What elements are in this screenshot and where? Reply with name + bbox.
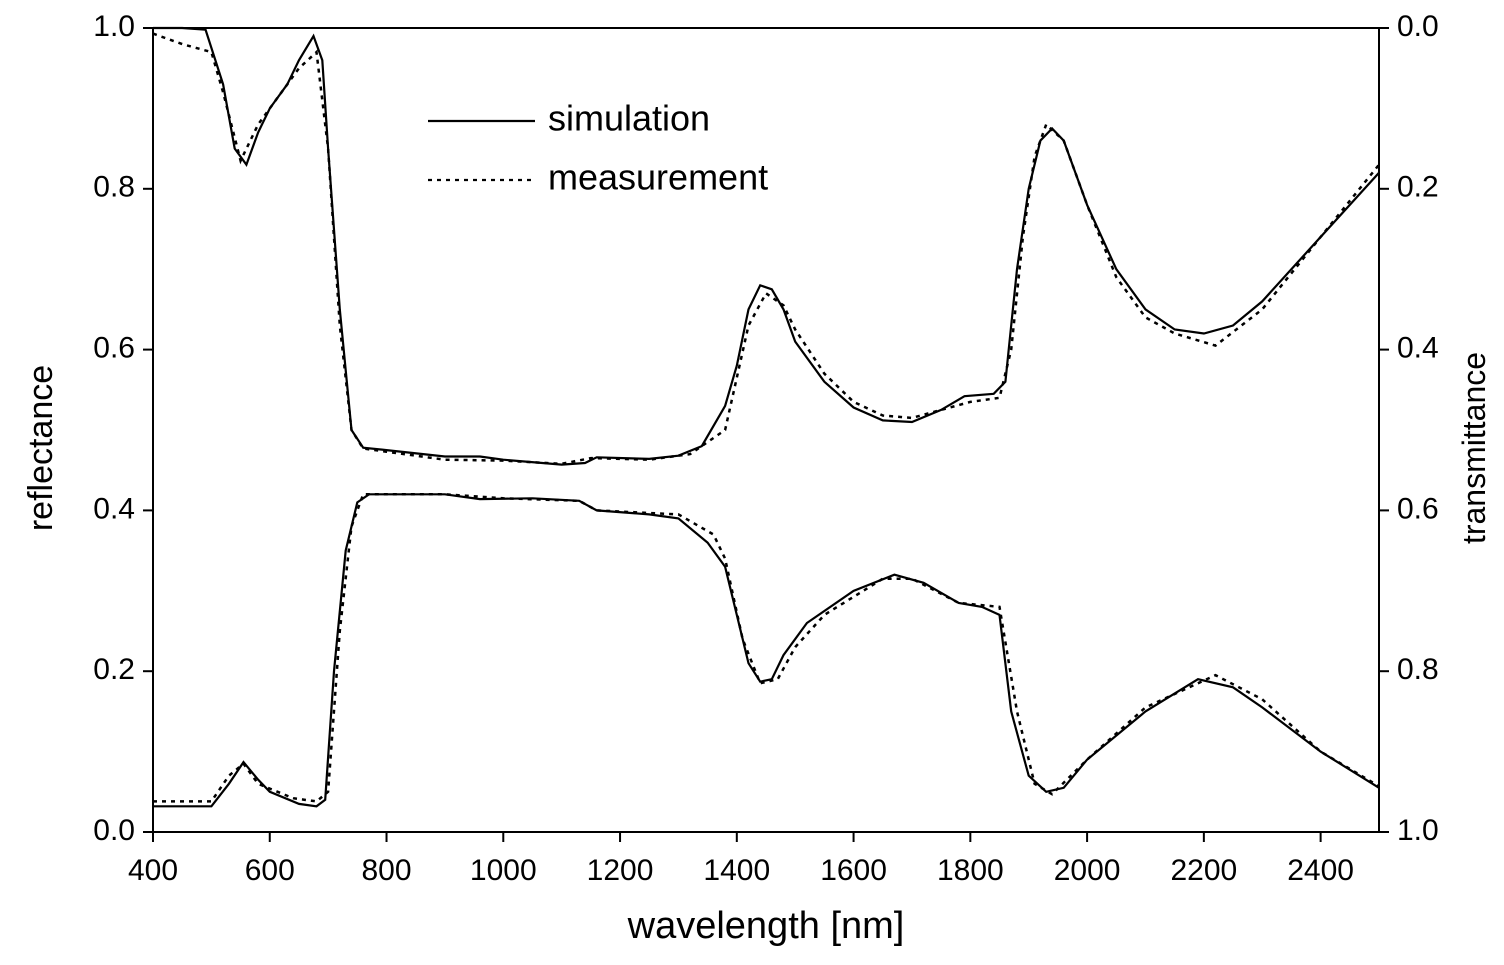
y2-tick-label: 0.0 — [1397, 10, 1439, 43]
y2-axis-label: transmittance — [1456, 352, 1492, 544]
y-tick-label: 0.4 — [93, 492, 135, 525]
y-axis-label: reflectance — [22, 365, 60, 531]
x-tick-label: 1200 — [587, 854, 654, 887]
y2-tick-label: 1.0 — [1397, 814, 1439, 847]
series-line — [153, 493, 1380, 803]
series-line — [153, 26, 1380, 466]
x-tick-label: 1000 — [470, 854, 537, 887]
plot-frame — [152, 27, 1380, 833]
y2-tick-label: 0.8 — [1397, 653, 1439, 686]
series-line — [153, 493, 1380, 808]
x-tick-label: 800 — [361, 854, 411, 887]
x-tick-label: 1800 — [937, 854, 1004, 887]
x-tick-label: 2400 — [1287, 854, 1354, 887]
y2-tick-label: 0.6 — [1397, 492, 1439, 525]
series-line — [152, 32, 1380, 466]
y-tick-label: 0.8 — [93, 171, 135, 204]
x-tick-label: 1400 — [703, 854, 770, 887]
x-tick-label: 400 — [128, 854, 178, 887]
y-tick-label: 0.6 — [93, 332, 135, 365]
y2-tick-label: 0.4 — [1397, 332, 1439, 365]
y-tick-label: 0.2 — [93, 653, 135, 686]
y2-tick-label: 0.2 — [1397, 171, 1439, 204]
x-tick-label: 2200 — [1170, 854, 1237, 887]
legend-label: measurement — [548, 157, 768, 198]
x-tick-label: 1600 — [820, 854, 887, 887]
y-tick-label: 0.0 — [93, 814, 135, 847]
y-tick-label: 1.0 — [93, 10, 135, 43]
x-tick-label: 600 — [245, 854, 295, 887]
x-axis-label: wavelength [nm] — [627, 905, 905, 947]
x-tick-label: 2000 — [1054, 854, 1121, 887]
legend-label: simulation — [548, 98, 710, 139]
